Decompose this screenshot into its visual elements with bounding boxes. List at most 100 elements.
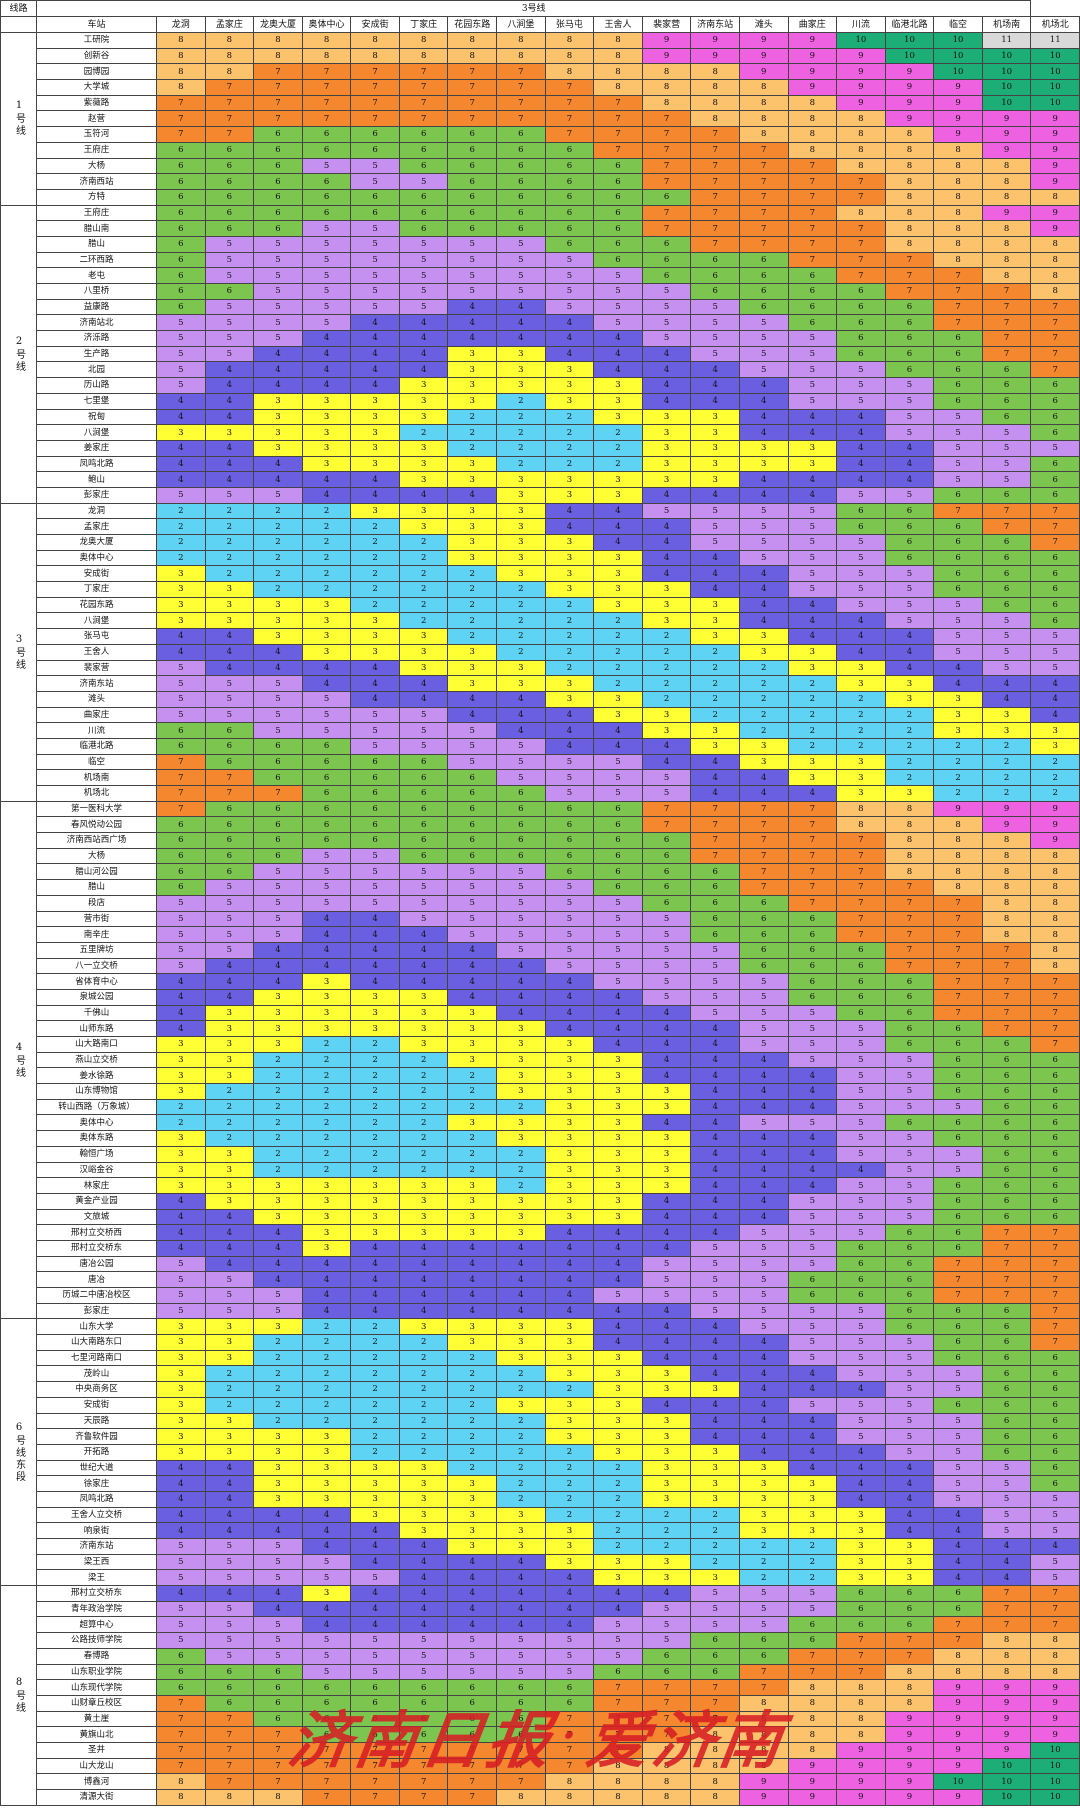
fare-cell: 4 (738, 1051, 789, 1069)
station-row: 济南东站 5 5 5 4 4 4 3 3 3 2 2 2 2 2 3 3 4 4 4 (1, 1538, 1080, 1555)
fare-cell: 6 (884, 1004, 935, 1022)
fare-cell: 4 (496, 957, 546, 975)
fare-cell: 2 (787, 1553, 838, 1571)
fare-cell: 2 (301, 565, 352, 583)
fare-cell: 5 (884, 408, 935, 426)
fare-cell: 6 (350, 1694, 400, 1712)
fare-cell: 5 (738, 1036, 789, 1053)
fare-cell: 3 (836, 675, 886, 692)
fare-cell: 3 (156, 1381, 206, 1398)
fare-cell: 2 (253, 1051, 303, 1069)
fare-cell: 7 (447, 79, 498, 96)
fare-cell: 5 (253, 863, 303, 881)
fare-cell: 4 (156, 628, 206, 645)
fare-cell: 5 (156, 1616, 206, 1634)
fare-cell: 4 (981, 690, 1032, 708)
fare-cell: 4 (398, 941, 449, 959)
fare-cell: 4 (690, 1145, 740, 1163)
fare-cell: 4 (204, 659, 255, 677)
fare-cell: 5 (398, 910, 449, 928)
fare-cell: 4 (544, 706, 595, 724)
fare-cell: 5 (787, 1318, 838, 1336)
fare-cell: 4 (738, 1161, 789, 1179)
fare-cell: 10 (1030, 1789, 1080, 1806)
fare-cell: 5 (933, 471, 983, 488)
fare-cell: 11 (1030, 32, 1080, 49)
station-name: 腊山南 (36, 220, 157, 237)
fare-cell: 5 (447, 235, 498, 253)
fare-cell: 4 (398, 1616, 449, 1634)
fare-cell: 5 (690, 1616, 740, 1634)
fare-cell: 5 (253, 330, 303, 347)
fare-cell: 2 (884, 769, 935, 786)
fare-cell: 8 (933, 220, 983, 237)
station-name: 黄土崖 (36, 1710, 157, 1728)
fare-cell: 4 (156, 1506, 206, 1524)
fare-cell: 3 (253, 408, 303, 426)
fare-cell: 6 (933, 1083, 983, 1100)
fare-cell: 6 (447, 204, 498, 222)
fare-cell: 5 (641, 1632, 692, 1649)
fare-cell: 4 (641, 1114, 692, 1132)
fare-cell: 4 (447, 1616, 498, 1634)
fare-cell: 6 (690, 251, 740, 269)
fare-cell: 3 (398, 502, 449, 520)
fare-cell: 8 (981, 926, 1032, 943)
fare-cell: 7 (690, 800, 740, 818)
fare-cell: 7 (641, 141, 692, 159)
fare-cell: 9 (981, 800, 1032, 818)
fare-cell: 5 (544, 957, 595, 975)
fare-cell: 7 (787, 188, 838, 206)
fare-cell: 8 (738, 79, 789, 96)
fare-cell: 3 (301, 408, 352, 426)
fare-cell: 2 (496, 392, 546, 410)
fare-cell: 8 (884, 204, 935, 222)
fare-cell: 5 (836, 549, 886, 567)
station-row: 山东博物馆 3 2 2 2 2 2 2 3 3 3 3 4 4 4 5 5 6 6 6 (1, 1083, 1080, 1100)
fare-cell: 6 (447, 1726, 498, 1743)
fare-cell: 5 (836, 1177, 886, 1194)
fare-cell: 9 (787, 1773, 838, 1790)
fare-cell: 9 (933, 800, 983, 818)
fare-cell: 4 (156, 471, 206, 488)
station-name: 赵营 (36, 110, 157, 128)
fare-cell: 5 (787, 1302, 838, 1320)
fare-cell: 2 (641, 659, 692, 677)
fare-cell: 5 (787, 1051, 838, 1069)
station-row: 山东职业学院 6 6 6 5 5 5 5 5 5 6 6 6 7 7 7 8 8 8 8 (1, 1663, 1080, 1681)
fare-cell: 3 (496, 1396, 546, 1414)
fare-cell: 7 (981, 1004, 1032, 1022)
fare-cell: 8 (933, 832, 983, 849)
fare-cell: 4 (350, 361, 400, 379)
fare-cell: 4 (156, 1192, 206, 1210)
fare-cell: 4 (544, 1287, 595, 1304)
fare-cell: 3 (641, 1459, 692, 1477)
fare-cell: 3 (641, 424, 692, 441)
fare-cell: 5 (398, 737, 449, 755)
fare-cell: 4 (544, 1004, 595, 1022)
fare-cell: 3 (301, 1224, 352, 1241)
fare-cell: 4 (156, 1224, 206, 1241)
fare-cell: 6 (544, 173, 595, 190)
fare-cell: 3 (544, 1538, 595, 1555)
fare-cell: 7 (787, 173, 838, 190)
fare-cell: 6 (204, 847, 255, 865)
station-name: 龙洞 (36, 502, 157, 520)
fare-cell: 3 (398, 1522, 449, 1539)
fare-cell: 2 (301, 1114, 352, 1132)
fare-cell: 9 (836, 94, 886, 112)
fare-cell: 2 (933, 785, 983, 802)
fare-cell: 3 (690, 628, 740, 645)
station-name: 奥体中心 (36, 549, 157, 567)
fare-cell: 6 (1030, 392, 1080, 410)
fare-cell: 4 (787, 1067, 838, 1085)
station-row: 园博园 8 8 7 7 7 7 7 7 8 8 8 8 9 9 9 9 10 10 10 (1, 63, 1080, 81)
fare-cell: 6 (1030, 1443, 1080, 1461)
fare-cell: 5 (301, 879, 352, 896)
fare-cell: 2 (350, 1412, 400, 1430)
fare-cell: 5 (156, 486, 206, 504)
fare-cell: 6 (836, 957, 886, 975)
fare-cell: 2 (253, 581, 303, 598)
fare-cell: 5 (981, 1490, 1032, 1508)
fare-cell: 8 (1030, 863, 1080, 881)
